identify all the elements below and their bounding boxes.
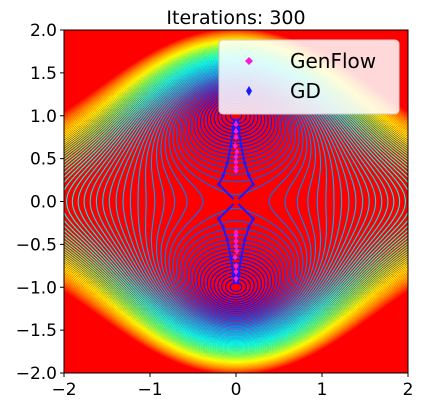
contour-line bbox=[122, 68, 350, 335]
series-markers bbox=[216, 116, 256, 287]
gd-marker bbox=[216, 181, 221, 187]
critical-point bbox=[232, 283, 240, 291]
genflow-marker bbox=[233, 232, 239, 239]
gd-marker bbox=[232, 117, 237, 123]
gd-marker bbox=[232, 280, 237, 286]
gd-marker bbox=[236, 126, 241, 132]
gd-marker bbox=[246, 224, 251, 230]
legend-gd-label: GD bbox=[290, 79, 321, 103]
contour-line bbox=[64, 57, 408, 346]
contour-line bbox=[193, 89, 279, 314]
x-axis: −2 −1 0 1 2 bbox=[51, 373, 413, 400]
chart-title: Iterations: 300 bbox=[166, 7, 305, 29]
gd-marker bbox=[239, 254, 244, 260]
gd-marker bbox=[231, 271, 236, 277]
legend-box bbox=[218, 39, 400, 115]
genflow-marker bbox=[233, 127, 239, 135]
contour-line bbox=[64, 56, 408, 347]
contour-line bbox=[160, 75, 312, 328]
y-tick-label: −1.5 bbox=[16, 321, 57, 341]
genflow-marker bbox=[233, 158, 239, 166]
gd-marker bbox=[225, 160, 230, 166]
contour-line bbox=[95, 63, 377, 340]
y-tick-label: 1.5 bbox=[30, 64, 57, 84]
gd-marker bbox=[246, 173, 251, 179]
gd-marker bbox=[228, 143, 233, 149]
y-tick-label: −2.0 bbox=[16, 364, 57, 384]
x-tick-label: 2 bbox=[403, 380, 414, 400]
contour-line bbox=[64, 41, 408, 362]
legend-genflow-label: GenFlow bbox=[290, 49, 376, 73]
genflow-marker bbox=[233, 242, 239, 250]
contour-line bbox=[64, 30, 408, 373]
contour-line bbox=[196, 90, 276, 313]
y-tick-label: 1.0 bbox=[30, 107, 57, 127]
genflow-marker bbox=[233, 275, 239, 282]
y-tick-label: −0.5 bbox=[16, 235, 57, 255]
x-tick-label: 0 bbox=[231, 380, 242, 400]
gd-marker bbox=[235, 280, 240, 286]
gd-marker bbox=[251, 216, 256, 222]
legend-gd-marker bbox=[246, 86, 252, 96]
legend-genflow-marker bbox=[245, 57, 253, 65]
genflow-marker bbox=[233, 121, 239, 128]
genflow-marker bbox=[234, 148, 240, 155]
x-tick-label: 1 bbox=[317, 380, 328, 400]
gd-marker bbox=[221, 224, 226, 230]
critical-point bbox=[232, 198, 240, 205]
x-tick-label: −2 bbox=[51, 380, 76, 400]
y-tick-label: −1.0 bbox=[16, 278, 57, 298]
genflow-marker bbox=[232, 142, 238, 149]
contour-line bbox=[77, 60, 395, 343]
y-tick-label: 2.0 bbox=[30, 21, 57, 41]
y-tick-label: 0.0 bbox=[30, 193, 57, 213]
genflow-marker bbox=[233, 164, 239, 171]
genflow-marker bbox=[233, 237, 239, 245]
genflow-marker bbox=[232, 254, 238, 261]
gd-marker bbox=[231, 126, 236, 132]
genflow-marker bbox=[234, 248, 240, 255]
contour-line bbox=[155, 74, 317, 329]
x-tick-label: −1 bbox=[137, 380, 162, 400]
gd-marker bbox=[221, 173, 226, 179]
contour-line bbox=[64, 39, 408, 364]
contour-line bbox=[137, 70, 335, 333]
contour-line bbox=[186, 85, 286, 318]
contour-line bbox=[64, 30, 408, 373]
genflow-marker bbox=[233, 229, 239, 236]
gd-marker bbox=[228, 254, 233, 260]
gd-marker bbox=[225, 237, 230, 243]
y-tick-label: 0.5 bbox=[30, 150, 57, 170]
genflow-marker bbox=[233, 133, 239, 141]
genflow-marker bbox=[233, 262, 239, 270]
gd-marker bbox=[239, 143, 244, 149]
gd-marker bbox=[236, 271, 241, 277]
gd-marker bbox=[251, 181, 256, 187]
gd-marker bbox=[242, 160, 247, 166]
contour-line bbox=[64, 45, 408, 358]
gd-marker bbox=[216, 216, 221, 222]
contour-line bbox=[168, 78, 304, 325]
gd-marker bbox=[242, 237, 247, 243]
legend: GenFlow GD bbox=[218, 39, 400, 115]
gd-marker bbox=[235, 117, 240, 123]
genflow-marker bbox=[233, 167, 239, 174]
y-axis: 2.0 1.5 1.0 0.5 0.0 −0.5 −1.0 −1.5 −2.0 bbox=[16, 21, 64, 384]
genflow-marker bbox=[233, 153, 239, 161]
